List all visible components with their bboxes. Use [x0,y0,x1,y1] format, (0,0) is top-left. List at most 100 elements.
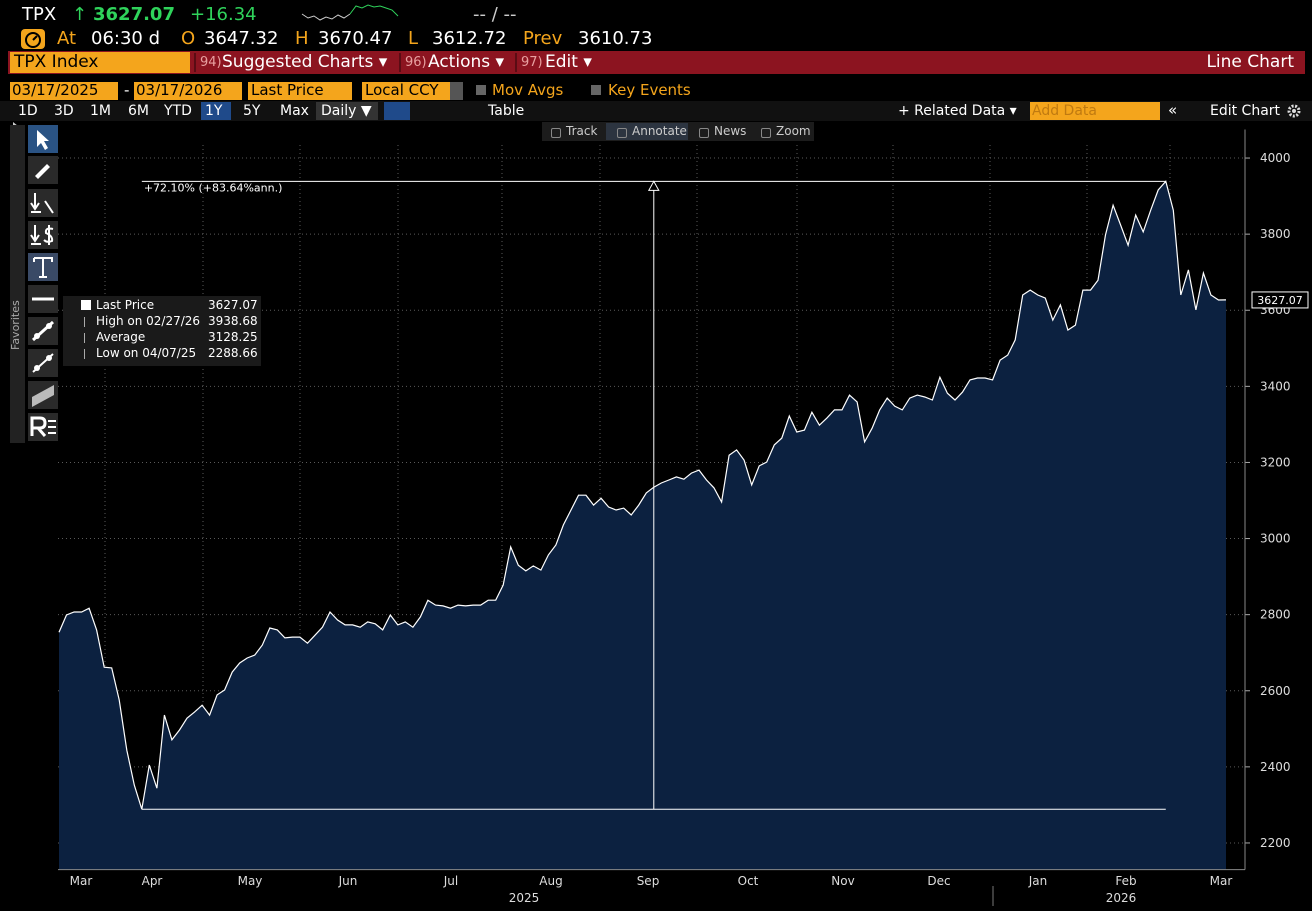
period-button[interactable]: YTD [164,103,192,119]
end-date[interactable]: 03/17/2026 [136,81,223,99]
x-tick-label: Feb [1115,874,1136,888]
mov-avgs[interactable]: Mov Avgs [492,81,564,99]
menu-number[interactable]: 97) [521,55,543,70]
price-line [58,180,1227,810]
menu-item[interactable]: Edit ▾ [545,52,592,72]
y-tick-label: 2400 [1260,760,1291,774]
x-tick-label: Jul [443,874,458,888]
x-tick-label: Aug [539,874,562,888]
add-data[interactable]: Add Data [1032,103,1097,119]
x-tick-label: Apr [142,874,163,888]
y-tick-label: 3200 [1260,455,1291,469]
add-data-box[interactable] [1030,102,1160,120]
related-data[interactable]: + Related Data ▾ [898,103,1017,119]
x-tick-label: Oct [738,874,759,888]
y-tick-label: 3400 [1260,379,1291,393]
x-tick-label: May [238,874,263,888]
price-arrow: ↑ [72,4,88,25]
menu-number[interactable]: 94) [200,55,222,70]
period-button[interactable]: 1Y [205,103,223,119]
area-fill [59,181,1226,870]
time: 06:30 d [91,28,161,49]
tool-button[interactable]: Track [566,124,598,138]
x-tick-label: Nov [831,874,854,888]
date-separator: - [124,81,130,99]
ticker: TPX [22,4,57,25]
period-active[interactable] [201,102,231,120]
field-box[interactable] [248,82,352,100]
period-button[interactable]: 6M [128,103,149,119]
legend-label: Low on 04/07/25 [96,346,197,360]
y-tick-label: 4000 [1260,151,1291,165]
legend-icon [84,333,85,343]
prev-value: 3610.73 [578,28,653,49]
menu-item[interactable]: Suggested Charts ▾ [222,52,388,72]
low-value: 3612.72 [432,28,507,49]
legend-value: 2288.66 [208,346,258,360]
currency-dropdown[interactable] [450,82,463,100]
period-button[interactable]: 1M [90,103,111,119]
at-label: At [57,28,77,49]
x-tick-label: Sep [637,874,660,888]
checkbox[interactable] [476,85,486,95]
frequency[interactable]: Daily ▼ [321,103,372,119]
start-date[interactable]: 03/17/2025 [12,81,99,99]
x-tick-label: Mar [1210,874,1233,888]
end-date-box[interactable] [134,82,242,100]
x-tick-label: Dec [927,874,950,888]
legend-label: High on 02/27/26 [96,314,201,328]
legend-value: 3938.68 [208,314,258,328]
frequency-box[interactable] [316,102,378,120]
menu-item[interactable]: Actions ▾ [428,52,505,72]
legend [63,296,261,366]
last-price: 3627.07 [93,4,175,25]
menu-number[interactable]: 96) [405,55,427,70]
currency-box[interactable] [362,82,450,100]
last-price-box [1251,291,1309,309]
menu-divider [515,53,517,72]
y-tick-label: 2200 [1260,836,1291,850]
tool-button[interactable]: News [714,124,747,138]
period-button[interactable]: Max [280,103,309,119]
checkbox[interactable] [591,85,601,95]
currency[interactable]: Local CCY [365,81,439,99]
field[interactable]: Last Price [251,81,324,99]
edit-chart[interactable]: Edit Chart [1210,103,1281,119]
view-name: Line Chart [1206,52,1294,72]
period-button[interactable]: 3D [54,103,74,119]
security[interactable]: TPX Index [14,52,99,72]
legend-value: 3627.07 [208,298,258,312]
change-arrow [647,180,660,191]
security-box[interactable] [10,52,190,73]
year-label: 2026 [1106,891,1137,905]
favorites[interactable]: Favorites [9,300,22,350]
tool-button[interactable]: Zoom [776,124,811,138]
legend-icon [84,317,85,327]
x-tick-label: Mar [70,874,93,888]
legend-icon [81,300,91,310]
high-value: 3670.47 [318,28,393,49]
net-change: +16.34 [190,4,257,25]
y-tick-label: 3800 [1260,227,1291,241]
table-button[interactable]: Table [488,103,525,119]
y-tick-label: 2600 [1260,684,1291,698]
settings-icon[interactable] [1286,103,1302,119]
prev-label: Prev [523,28,563,49]
y-tick-label: 2800 [1260,608,1291,622]
tool-icon [761,128,771,138]
drawing-tools [28,125,58,441]
high-label: H [295,28,309,49]
period-button[interactable]: 5Y [243,103,261,119]
x-tick-label: Jan [1028,874,1048,888]
collapse[interactable]: « [1168,101,1178,119]
tool-button[interactable]: Annotate [632,124,687,138]
line-icon[interactable] [384,102,410,120]
sparkline [301,4,399,21]
start-date-box[interactable] [10,82,118,100]
key-events[interactable]: Key Events [608,81,691,99]
legend-icon [84,349,85,359]
period-button[interactable]: 1D [18,103,38,119]
year-label: 2025 [509,891,540,905]
last-price-label: 3627.07 [1257,294,1303,307]
